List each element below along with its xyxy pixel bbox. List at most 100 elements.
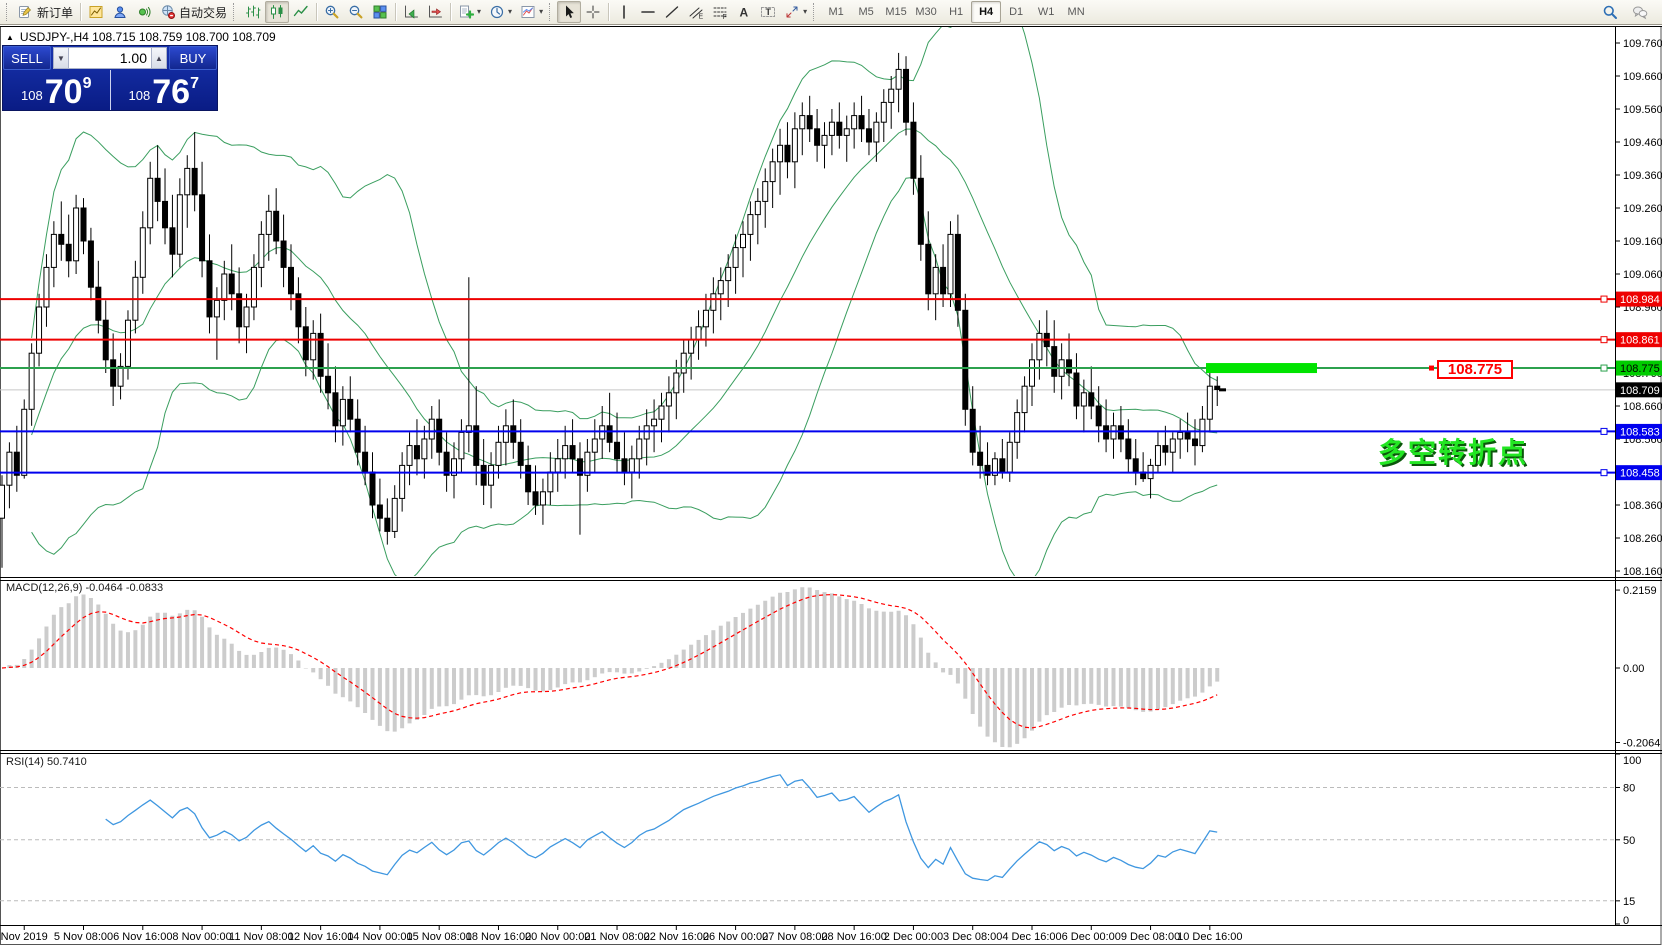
horizontal-line-button[interactable] xyxy=(636,1,660,23)
channel-icon: E xyxy=(688,4,704,20)
tile-windows-button[interactable] xyxy=(368,1,392,23)
svg-text:109.660: 109.660 xyxy=(1623,71,1662,83)
toolbar-separator xyxy=(80,3,82,21)
volume-decrease-button[interactable]: ▼ xyxy=(53,47,69,69)
sell-button[interactable]: SELL xyxy=(3,46,51,70)
price-level-note[interactable]: 108.775 xyxy=(1437,360,1513,379)
svg-text:6 Nov 16:00: 6 Nov 16:00 xyxy=(113,931,172,943)
collapse-panel-icon[interactable]: ▲ xyxy=(6,32,14,42)
svg-text:109.260: 109.260 xyxy=(1623,203,1662,215)
cursor-button[interactable] xyxy=(557,1,582,23)
timeframe-m1-button[interactable]: M1 xyxy=(828,6,844,18)
svg-text:109.360: 109.360 xyxy=(1623,170,1662,182)
chevron-down-icon: ▾ xyxy=(508,7,513,16)
candlestick-button[interactable] xyxy=(265,1,290,23)
svg-text:109.060: 109.060 xyxy=(1623,269,1662,281)
profiles-icon xyxy=(112,4,128,20)
timeframe-h4-button[interactable]: H4 xyxy=(971,1,1002,23)
profiles-button[interactable] xyxy=(108,1,132,23)
toolbar-grip xyxy=(813,3,817,21)
arrows-button[interactable]: ▾ xyxy=(780,1,811,23)
new-chart-button[interactable] xyxy=(84,1,108,23)
buy-button[interactable]: BUY xyxy=(169,46,217,70)
candlestick-icon xyxy=(269,4,285,20)
svg-text:109.760: 109.760 xyxy=(1623,38,1662,50)
toolbar: 新订单 自动交易 ▾ ▾ ▾ E F A T ▾ M1 M5 M15 M30 H1 H4 D1 W1 MN xyxy=(0,0,1662,25)
svg-text:108.160: 108.160 xyxy=(1623,566,1662,578)
volume-stepper: ▼ ▲ xyxy=(53,47,167,69)
auto-trading-button[interactable]: 自动交易 xyxy=(156,1,231,23)
svg-text:0: 0 xyxy=(1623,915,1629,927)
svg-text:0.00: 0.00 xyxy=(1623,663,1644,675)
svg-text:15: 15 xyxy=(1623,896,1635,908)
templates-icon xyxy=(520,4,536,20)
svg-text:109.560: 109.560 xyxy=(1623,104,1662,116)
trendline-icon xyxy=(664,4,680,20)
toolbar-separator xyxy=(316,3,318,21)
svg-text:100: 100 xyxy=(1623,755,1641,767)
svg-text:E: E xyxy=(699,14,704,21)
bar-chart-button[interactable] xyxy=(241,1,265,23)
channel-button[interactable]: E xyxy=(684,1,708,23)
svg-text:108.583: 108.583 xyxy=(1620,426,1660,438)
zoom-in-icon xyxy=(324,4,340,20)
new-order-button[interactable]: 新订单 xyxy=(14,1,77,23)
svg-text:108.775: 108.775 xyxy=(1620,363,1660,375)
templates-button[interactable]: ▾ xyxy=(516,1,547,23)
periods-button[interactable]: ▾ xyxy=(485,1,516,23)
buy-price[interactable]: 108 76 7 xyxy=(111,70,218,110)
text-label-button[interactable]: T xyxy=(756,1,780,23)
timeframe-m15-button[interactable]: M15 xyxy=(885,6,907,18)
volume-increase-button[interactable]: ▲ xyxy=(151,47,167,69)
svg-text:27 Nov 08:00: 27 Nov 08:00 xyxy=(762,931,827,943)
chart-shift-button[interactable] xyxy=(423,1,447,23)
community-button[interactable] xyxy=(1628,1,1652,23)
text-icon: A xyxy=(736,4,752,20)
timeframe-d1-button[interactable]: D1 xyxy=(1009,6,1024,18)
svg-text:21 Nov 08:00: 21 Nov 08:00 xyxy=(584,931,649,943)
vertical-line-button[interactable] xyxy=(612,1,636,23)
fibonacci-button[interactable]: F xyxy=(708,1,732,23)
svg-text:8 Nov 00:00: 8 Nov 00:00 xyxy=(172,931,231,943)
svg-text:80: 80 xyxy=(1623,782,1635,794)
timeframe-m5-button[interactable]: M5 xyxy=(858,6,874,18)
alerts-button[interactable] xyxy=(132,1,156,23)
sell-price[interactable]: 108 70 9 xyxy=(3,70,110,110)
zoom-in-button[interactable] xyxy=(320,1,344,23)
volume-input[interactable] xyxy=(69,47,151,69)
search-button[interactable] xyxy=(1598,1,1622,23)
tile-windows-icon xyxy=(372,4,388,20)
svg-text:108.458: 108.458 xyxy=(1620,468,1660,480)
svg-text:15 Nov 08:00: 15 Nov 08:00 xyxy=(406,931,471,943)
chevron-down-icon: ▾ xyxy=(539,7,544,16)
timeframe-mn-button[interactable]: MN xyxy=(1067,6,1085,18)
timeframe-h1-button[interactable]: H1 xyxy=(949,6,964,18)
toolbar-separator xyxy=(450,3,452,21)
indicators-button[interactable]: ▾ xyxy=(454,1,485,23)
auto-scroll-button[interactable] xyxy=(399,1,423,23)
buy-price-prefix: 108 xyxy=(128,88,151,103)
indicators-icon xyxy=(458,4,475,20)
svg-text:11 Nov 08:00: 11 Nov 08:00 xyxy=(229,931,294,943)
line-chart-button[interactable] xyxy=(289,1,313,23)
svg-text:T: T xyxy=(766,7,772,17)
text-button[interactable]: A xyxy=(732,1,756,23)
svg-text:10 Dec 16:00: 10 Dec 16:00 xyxy=(1177,931,1242,943)
cursor-icon xyxy=(561,4,577,20)
toolbar-grip xyxy=(233,3,237,21)
crosshair-button[interactable] xyxy=(581,1,605,23)
svg-text:14 Nov 00:00: 14 Nov 00:00 xyxy=(347,931,412,943)
timeframe-w1-button[interactable]: W1 xyxy=(1037,6,1055,18)
trendline-button[interactable] xyxy=(660,1,684,23)
toolbar-separator xyxy=(608,3,610,21)
auto-scroll-icon xyxy=(403,4,419,20)
svg-text:3 Dec 08:00: 3 Dec 08:00 xyxy=(943,931,1002,943)
crosshair-icon xyxy=(585,4,601,20)
svg-text:18 Nov 16:00: 18 Nov 16:00 xyxy=(466,931,531,943)
buy-price-main: 76 xyxy=(152,73,191,111)
zoom-out-button[interactable] xyxy=(344,1,368,23)
timeframe-m30-button[interactable]: M30 xyxy=(915,6,937,18)
